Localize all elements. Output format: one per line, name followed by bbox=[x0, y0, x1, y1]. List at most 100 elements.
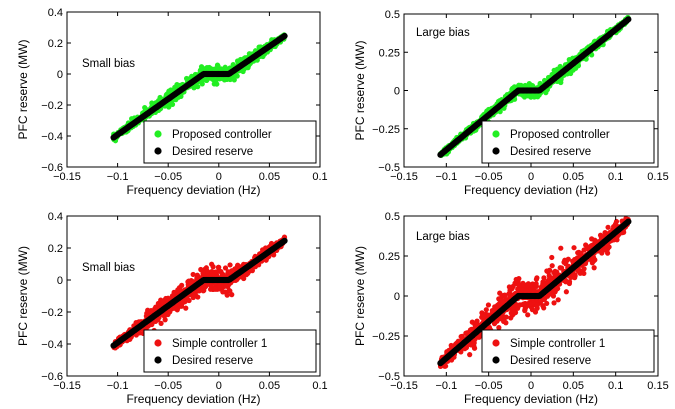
y-tick-label: 0 bbox=[394, 86, 400, 98]
controller-point bbox=[540, 303, 546, 309]
legend-box bbox=[481, 120, 655, 164]
x-tick-label: 0.05 bbox=[259, 380, 280, 392]
y-tick-label: 0 bbox=[57, 275, 63, 287]
controller-point bbox=[549, 254, 555, 261]
x-tick-label: −0.05 bbox=[475, 171, 503, 183]
legend-label: Desired reserve bbox=[510, 355, 591, 367]
legend-label: Desired reserve bbox=[172, 146, 253, 158]
controller-point bbox=[575, 268, 582, 274]
y-tick-label: −0.2 bbox=[41, 100, 63, 112]
x-tick-label: 0.1 bbox=[312, 171, 327, 183]
y-tick-label: 0.4 bbox=[48, 7, 63, 19]
x-tick-label: −0.05 bbox=[154, 380, 182, 392]
controller-point bbox=[525, 282, 531, 288]
controller-point bbox=[506, 284, 512, 290]
controller-point bbox=[191, 85, 197, 91]
desired-reserve-point bbox=[625, 218, 632, 225]
y-tick-label: −0.6 bbox=[41, 162, 63, 174]
controller-point bbox=[155, 300, 161, 307]
legend: Simple controller 1 Desired reserve bbox=[143, 329, 317, 373]
controller-point bbox=[605, 224, 611, 230]
x-tick-label: 0.15 bbox=[647, 171, 668, 183]
y-axis-label: PFC reserve (MW) bbox=[16, 40, 30, 140]
legend: Simple controller 1 Desired reserve bbox=[481, 329, 655, 373]
controller-point bbox=[230, 268, 236, 274]
controller-point bbox=[168, 101, 174, 107]
controller-point bbox=[200, 270, 206, 276]
controller-point bbox=[443, 363, 449, 369]
y-tick-label: −0.2 bbox=[41, 307, 63, 319]
controller-point bbox=[160, 299, 166, 305]
controller-point bbox=[508, 315, 514, 321]
controller-point bbox=[558, 265, 565, 271]
controller-point bbox=[148, 308, 154, 314]
controller-point bbox=[201, 283, 207, 290]
controller-point bbox=[471, 345, 478, 351]
controller-point bbox=[210, 264, 216, 270]
controller-point bbox=[501, 293, 508, 299]
controller-point bbox=[136, 330, 143, 336]
x-tick-label: −0.15 bbox=[53, 380, 81, 392]
controller-point bbox=[223, 283, 229, 289]
legend-label: Simple controller 1 bbox=[172, 338, 267, 350]
controller-point bbox=[571, 245, 577, 251]
axes-frame bbox=[66, 11, 321, 168]
controller-point bbox=[205, 65, 211, 72]
controller-point bbox=[533, 283, 540, 290]
controller-point bbox=[527, 301, 534, 308]
controller-point bbox=[511, 309, 518, 315]
controller-point bbox=[605, 250, 611, 256]
bias-annotation: Large bias bbox=[416, 231, 470, 243]
controller-point bbox=[503, 314, 509, 320]
controller-point bbox=[497, 290, 503, 296]
desired-reserve-point bbox=[281, 32, 288, 40]
controller-point bbox=[208, 282, 214, 289]
x-axis-label: Frequency deviation (Hz) bbox=[464, 183, 598, 197]
legend-box bbox=[143, 120, 317, 164]
controller-point bbox=[543, 90, 549, 96]
y-tick-label: −0.25 bbox=[372, 331, 400, 343]
controller-point bbox=[195, 294, 201, 300]
controller-point bbox=[474, 322, 480, 328]
x-tick-label: −0.1 bbox=[435, 171, 457, 183]
controller-point bbox=[190, 271, 196, 278]
controller-point bbox=[496, 325, 502, 331]
legend-marker bbox=[154, 339, 162, 347]
y-tick-label: 0 bbox=[57, 69, 63, 81]
controller-point bbox=[481, 313, 487, 319]
chart-panel-bottom-right: −0.15 −0.1 −0.05 0 0.05 0.1 0.15 −0.5 −0.25 0 0.25… bbox=[353, 211, 669, 406]
controller-point bbox=[545, 269, 551, 275]
y-tick-label: 0.2 bbox=[48, 38, 63, 50]
controller-point bbox=[514, 302, 520, 308]
controller-point bbox=[216, 264, 222, 270]
controller-point bbox=[471, 340, 477, 346]
controller-point bbox=[142, 104, 148, 111]
y-tick-label: 0.5 bbox=[385, 9, 400, 21]
controller-point bbox=[558, 245, 564, 251]
controller-point bbox=[538, 297, 544, 303]
x-tick-label: −0.05 bbox=[154, 171, 182, 183]
controller-point bbox=[195, 288, 201, 294]
x-tick-label: 0.05 bbox=[563, 380, 584, 392]
x-tick-label: 0 bbox=[216, 171, 222, 183]
controller-point bbox=[599, 250, 605, 256]
controller-point bbox=[467, 327, 474, 333]
x-tick-label: 0.1 bbox=[312, 380, 327, 392]
y-tick-label: 0.2 bbox=[48, 243, 63, 255]
controller-point bbox=[459, 333, 465, 339]
legend-marker bbox=[154, 147, 162, 155]
x-tick-label: 0.1 bbox=[608, 171, 623, 183]
controller-point bbox=[217, 284, 223, 291]
y-tick-label: 0.25 bbox=[379, 251, 400, 263]
controller-point bbox=[227, 288, 233, 294]
x-tick-label: −0.15 bbox=[390, 171, 418, 183]
data-layer bbox=[110, 234, 288, 351]
legend-marker bbox=[492, 356, 500, 364]
controller-point bbox=[606, 244, 612, 250]
y-tick-label: 0.25 bbox=[379, 47, 400, 59]
y-axis-label: PFC reserve (MW) bbox=[353, 41, 367, 141]
controller-point bbox=[214, 62, 221, 68]
legend-box bbox=[481, 329, 655, 373]
x-tick-label: 0.05 bbox=[259, 171, 280, 183]
x-axis-label: Frequency deviation (Hz) bbox=[464, 392, 598, 406]
